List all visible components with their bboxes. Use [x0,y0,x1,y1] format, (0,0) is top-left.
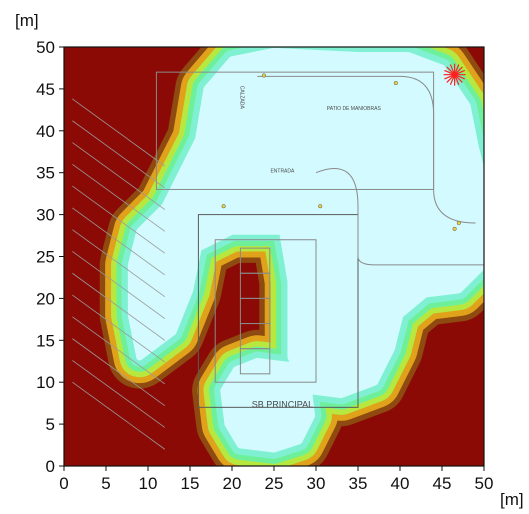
plan-road-south [315,168,484,266]
plan-room [239,348,271,375]
plan-marker [261,73,266,78]
x-tick-label: 25 [265,474,284,493]
plan-annotation: CALZADA [238,86,244,110]
x-tick-label: 15 [181,474,200,493]
x-tick-label: 45 [433,474,452,493]
x-tick-label: 0 [59,474,68,493]
plan-terrain-line [72,229,166,298]
y-tick-label: 35 [36,164,55,183]
x-tick-label: 20 [223,474,242,493]
plan-terrain-line [72,207,166,276]
transmitter-burst-ray [454,74,463,83]
transmitter-burst-ray [454,74,466,80]
plan-inner-hall [214,239,317,383]
transmitter-burst-ray [444,74,455,80]
x-tick-label: 30 [307,474,326,493]
x-tick-label: 5 [101,474,110,493]
y-tick-label: 5 [46,415,55,434]
y-tick-label: 50 [36,38,55,57]
plan-marker [318,204,323,209]
transmitter-burst-ray [454,64,460,75]
y-tick-label: 10 [36,373,55,392]
y-tick-label: 0 [46,457,55,476]
plan-marker [456,220,461,226]
plan-terrain-line [72,98,166,167]
y-tick-label: 15 [36,331,55,350]
plan-building-outline [197,214,359,408]
plan-terrain-line [72,251,166,319]
transmitter-burst-ray [454,74,460,86]
x-tick-label: 50 [475,474,494,493]
transmitter-burst-ray [446,74,456,83]
transmitter-burst-ray [449,74,456,86]
coverage-zone-south-west-lobe [220,357,316,453]
floor-plan-overlay: PATIO DE MANIOBRAS ENTRADA CALZADA SB PRINC… [72,63,484,450]
y-tick-label: 40 [36,122,55,141]
y-axis-unit-label: [m] [15,11,39,30]
transmitter-burst-ray [454,69,466,76]
plan-annotation: ENTRADA [270,169,295,175]
plan-terrain-line [72,142,166,210]
plan-terrain-line [72,120,166,189]
transmitter-burst-ray [446,66,456,76]
transmitter-burst-ray [449,64,456,75]
plan-terrain-line [72,163,166,232]
plan-terrain-line [72,272,166,341]
y-tick-label: 25 [36,248,55,267]
transmitter-burst-ray [444,69,455,76]
plan-terrain-line [72,381,166,450]
y-tick-label: 20 [36,289,55,308]
plan-terrain-line [72,338,166,406]
transmitter-burst-ray [454,66,463,76]
plan-terrain-line [72,316,166,385]
plan-road-north [257,75,476,224]
x-tick-label: 35 [349,474,368,493]
plan-annotation: SB PRINCIPAL [252,399,313,409]
plan-terrain-line [72,185,166,254]
coverage-level-6 [127,47,484,453]
y-tick-label: 30 [36,206,55,225]
plan-terrain-line [72,294,166,363]
axes: 0 5 10 15 20 25 30 35 40 45 50 0 5 10 15 20 25 30 35 40 45 50 [36,38,493,493]
plan-marker [452,226,457,231]
coverage-zones [99,47,484,466]
plan-annotation: PATIO DE MANIOBRAS [327,106,382,112]
x-tick-label: 10 [139,474,158,493]
plan-marker [393,80,398,86]
x-axis-unit-label: [m] [500,490,524,509]
y-tick-label: 45 [36,80,55,99]
plan-marker [221,204,226,209]
x-tick-label: 40 [391,474,410,493]
plan-terrain-line [72,360,166,428]
